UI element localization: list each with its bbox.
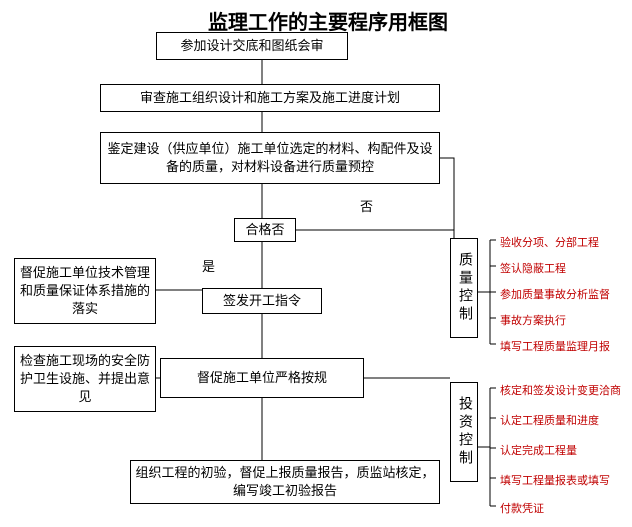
- node-n4: 合格否: [234, 218, 296, 242]
- diagram-title: 监理工作的主要程序用框图: [208, 6, 448, 35]
- vnode-v1: 质量控制: [450, 238, 478, 338]
- side-i-4: 付款凭证: [500, 500, 544, 516]
- node-n9: 检查施工现场的安全防护卫生设施、并提出意见: [14, 346, 156, 412]
- side-i-3: 填写工程量报表或填写: [500, 472, 610, 488]
- label-l_no: 否: [360, 196, 373, 215]
- node-n8: 督促施工单位技术管理和质量保证体系措施的落实: [14, 258, 156, 324]
- node-n7: 组织工程的初验，督促上报质量报告，质监站核定，编写竣工初验报告: [130, 460, 440, 504]
- side-i-1: 认定工程质量和进度: [500, 412, 599, 428]
- side-i-0: 核定和签发设计变更洽商: [500, 382, 621, 398]
- vnode-v2: 投资控制: [450, 382, 478, 482]
- side-i-2: 认定完成工程量: [500, 442, 577, 458]
- side-q-3: 事故方案执行: [500, 312, 566, 328]
- side-q-4: 填写工程质量监理月报: [500, 338, 610, 354]
- node-n6: 督促施工单位严格按规: [160, 358, 364, 398]
- node-n3: 鉴定建设（供应单位）施工单位选定的材料、构配件及设备的质量，对材料设备进行质量预…: [100, 132, 440, 184]
- side-q-2: 参加质量事故分析监督: [500, 286, 610, 302]
- side-q-1: 签认隐蔽工程: [500, 260, 566, 276]
- node-n2: 审查施工组织设计和施工方案及施工进度计划: [100, 84, 440, 112]
- node-n5: 签发开工指令: [202, 288, 322, 314]
- label-l_yes: 是: [202, 256, 215, 275]
- side-q-0: 验收分项、分部工程: [500, 234, 599, 250]
- node-n1: 参加设计交底和图纸会审: [156, 32, 348, 60]
